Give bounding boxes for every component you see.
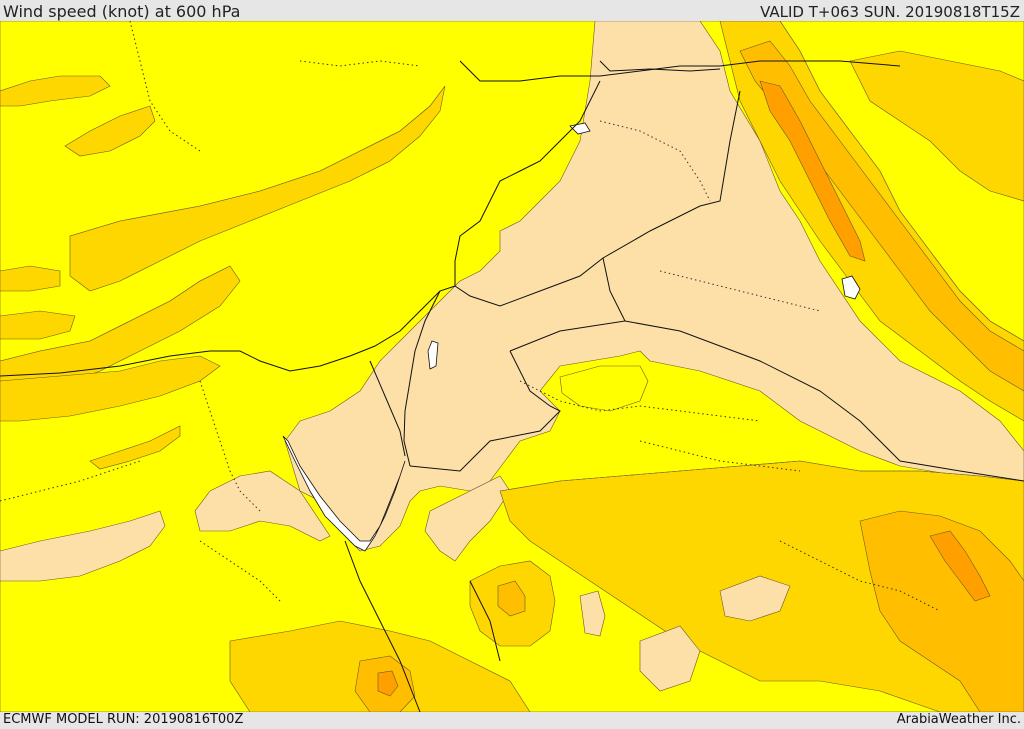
strongest-core-southeast	[929, 530, 991, 602]
red-sea-gulf-suez	[282, 435, 406, 552]
low-wind-patch-south	[424, 475, 511, 562]
strongest-core-east	[759, 80, 866, 262]
contour-lines	[0, 21, 1024, 492]
moderate-region-east	[849, 50, 1024, 202]
map-canvas	[0, 21, 1024, 712]
wind-speed-map	[0, 21, 1024, 712]
moderate-band-northwest	[64, 105, 156, 157]
strong-patch-south	[497, 580, 526, 617]
persian-gulf-inlet	[841, 275, 861, 300]
country-borders	[0, 60, 1024, 712]
low-wind-region-arabia	[194, 21, 1024, 552]
map-title: Wind speed (knot) at 600 hPa	[3, 2, 241, 21]
moderate-band-west-small	[0, 310, 76, 340]
model-run-label: ECMWF MODEL RUN: 20190816T00Z	[3, 712, 244, 727]
low-wind-patch-se2	[639, 625, 701, 692]
credit-label: ArabiaWeather Inc.	[896, 712, 1021, 727]
strongest-patch-southwest	[377, 670, 399, 697]
valid-time: VALID T+063 SUN. 20190818T15Z	[760, 3, 1020, 21]
strong-region-southeast	[859, 510, 1024, 712]
dead-sea	[427, 340, 439, 370]
admin-boundaries	[0, 21, 941, 612]
moderate-band-topleft	[0, 75, 111, 107]
moderate-band-egypt	[89, 425, 181, 470]
low-wind-patch-s3	[579, 590, 606, 637]
low-wind-patch-saudi	[559, 365, 649, 412]
low-wind-patch-west	[0, 510, 166, 582]
header-bar: Wind speed (knot) at 600 hPa VALID T+063…	[0, 0, 1024, 21]
moderate-band-west	[0, 265, 61, 292]
footer-bar: ECMWF MODEL RUN: 20190816T00Z ArabiaWeat…	[0, 712, 1024, 729]
low-wind-patch-se1	[719, 575, 791, 622]
